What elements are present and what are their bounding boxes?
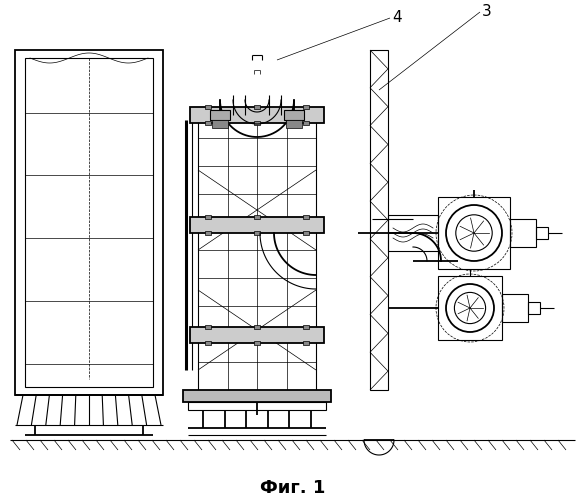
Bar [212, 120, 228, 128]
Bar [254, 231, 260, 235]
Bar [205, 231, 211, 235]
Bar [205, 215, 211, 219]
Bar [303, 231, 309, 235]
Bar [502, 294, 528, 322]
Bar [190, 107, 324, 123]
Bar [198, 110, 316, 390]
Bar [210, 110, 230, 120]
Bar [205, 341, 211, 345]
Bar [438, 197, 510, 269]
Bar [254, 105, 260, 109]
Bar [286, 120, 302, 128]
Bar [303, 105, 309, 109]
Bar [303, 325, 309, 329]
Bar [205, 105, 211, 109]
Bar [205, 121, 211, 125]
Bar [190, 327, 324, 343]
Bar [205, 325, 211, 329]
Bar [284, 110, 304, 120]
Bar [25, 58, 153, 387]
Bar [303, 121, 309, 125]
Bar [188, 402, 326, 410]
Bar [438, 276, 502, 340]
Bar [190, 217, 324, 233]
Text: 3: 3 [482, 4, 492, 20]
Bar [254, 341, 260, 345]
Bar [254, 215, 260, 219]
Bar [370, 50, 388, 390]
Text: Фиг. 1: Фиг. 1 [260, 479, 326, 497]
Bar [303, 215, 309, 219]
Text: 4: 4 [392, 10, 402, 26]
Bar [15, 50, 163, 395]
Bar [536, 227, 548, 239]
Bar [303, 341, 309, 345]
Bar [388, 215, 438, 251]
Bar [183, 390, 331, 402]
Bar [510, 219, 536, 247]
Bar [528, 302, 540, 314]
Bar [254, 121, 260, 125]
Bar [254, 325, 260, 329]
